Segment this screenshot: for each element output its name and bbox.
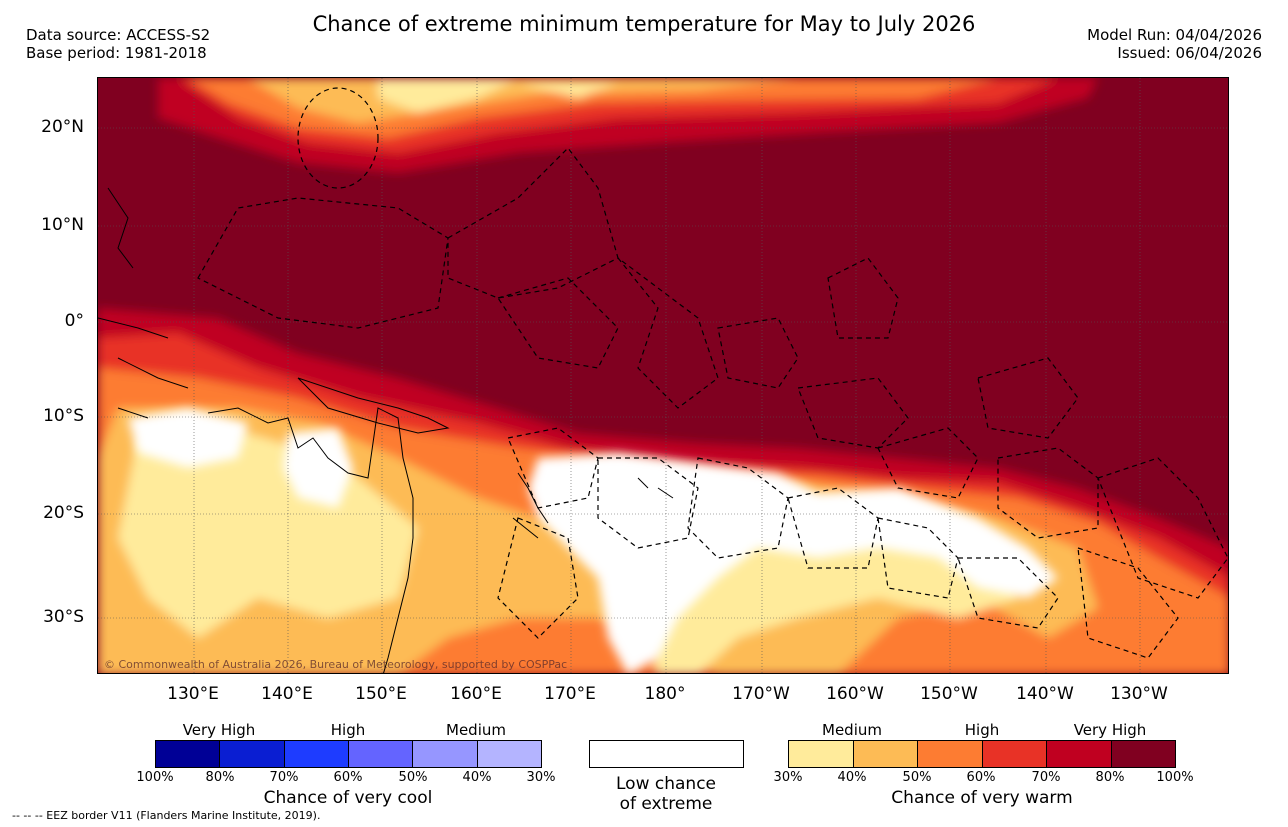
cool-category-medium: Medium: [446, 721, 506, 739]
cool-tick-60: 60%: [333, 770, 363, 785]
cool-swatch-5: [413, 741, 478, 767]
warm-tick-50: 50%: [902, 770, 932, 785]
warm-swatch-4: [982, 741, 1047, 767]
warm-colorbar: [788, 740, 1176, 768]
lat-label-20n: 20°N: [41, 117, 84, 137]
low-chance-region: [128, 408, 1058, 673]
warm-swatch-6: [1111, 741, 1175, 767]
model-run: Model Run: 04/04/2026: [1087, 26, 1262, 44]
map-canvas: [98, 78, 1228, 673]
warm-tick-100: 100%: [1156, 770, 1194, 785]
lon-label-160w: 160°W: [826, 684, 884, 704]
cool-swatch-3: [284, 741, 349, 767]
cool-colorbar: [155, 740, 542, 768]
lon-label-140e: 140°E: [261, 684, 313, 704]
warm-swatch-1: [789, 741, 854, 767]
cool-swatch-1: [156, 741, 221, 767]
issued-date: Issued: 06/04/2026: [1117, 44, 1262, 62]
lon-label-160e: 160°E: [450, 684, 502, 704]
eez-footnote: -- -- -- EEZ border V11 (Flanders Marine…: [12, 809, 321, 822]
cool-tick-70: 70%: [269, 770, 299, 785]
eez-borders: [197, 87, 1228, 659]
cool-tick-50: 50%: [398, 770, 428, 785]
lon-label-150e: 150°E: [355, 684, 407, 704]
lon-label-170e: 170°E: [544, 684, 596, 704]
lon-label-150w: 150°W: [920, 684, 978, 704]
lon-label-170w: 170°W: [732, 684, 790, 704]
lon-label-130w: 130°W: [1110, 684, 1168, 704]
header-left: Data source: ACCESS-S2 Base period: 1981…: [26, 26, 210, 62]
lon-label-130e: 130°E: [167, 684, 219, 704]
forecast-map[interactable]: [97, 77, 1229, 674]
lat-label-10s: 10°S: [43, 406, 84, 426]
lon-label-180: 180°: [644, 684, 686, 704]
north-warm-band: [158, 78, 1098, 173]
warm-tick-60: 60%: [966, 770, 996, 785]
warm-tick-70: 70%: [1031, 770, 1061, 785]
lat-label-10n: 10°N: [41, 215, 84, 235]
base-period: Base period: 1981-2018: [26, 44, 207, 62]
cool-tick-40: 40%: [462, 770, 492, 785]
low-chance-label: Low chance of extreme: [566, 774, 766, 814]
data-source: Data source: ACCESS-S2: [26, 26, 211, 44]
cool-swatch-4: [348, 741, 414, 767]
lat-label-0: 0°: [64, 311, 84, 331]
warm-tick-30: 30%: [773, 770, 803, 785]
low-chance-swatch: [589, 740, 744, 768]
header-right: Model Run: 04/04/2026 Issued: 06/04/2026: [1087, 26, 1262, 62]
warm-swatch-3: [918, 741, 983, 767]
warm-category-very-high: Very High: [1073, 721, 1147, 739]
cool-category-very-high: Very High: [182, 721, 256, 739]
cool-tick-100: 100%: [136, 770, 174, 785]
warm-category-high: High: [964, 721, 1000, 739]
low-chance-line2: of extreme: [619, 794, 713, 814]
lat-label-20s: 20°S: [43, 503, 84, 523]
graticule: [98, 78, 1228, 673]
map-title: Chance of extreme minimum temperature fo…: [312, 12, 976, 36]
warm-swatch-2: [853, 741, 918, 767]
cool-tick-30: 30%: [526, 770, 556, 785]
warm-category-medium: Medium: [822, 721, 882, 739]
warm-swatch-5: [1047, 741, 1112, 767]
lon-label-140w: 140°W: [1016, 684, 1074, 704]
warm-tick-40: 40%: [837, 770, 867, 785]
cool-swatch-2: [220, 741, 285, 767]
cool-swatch-6: [477, 741, 541, 767]
warm-tick-80: 80%: [1095, 770, 1125, 785]
lat-label-30s: 30°S: [43, 607, 84, 627]
low-chance-line1: Low chance: [616, 774, 716, 794]
copyright-notice: © Commonwealth of Australia 2026, Bureau…: [104, 658, 568, 671]
cool-category-high: High: [330, 721, 366, 739]
cool-legend-title: Chance of very cool: [263, 788, 433, 808]
cool-tick-80: 80%: [205, 770, 235, 785]
warm-legend-title: Chance of very warm: [891, 788, 1073, 808]
